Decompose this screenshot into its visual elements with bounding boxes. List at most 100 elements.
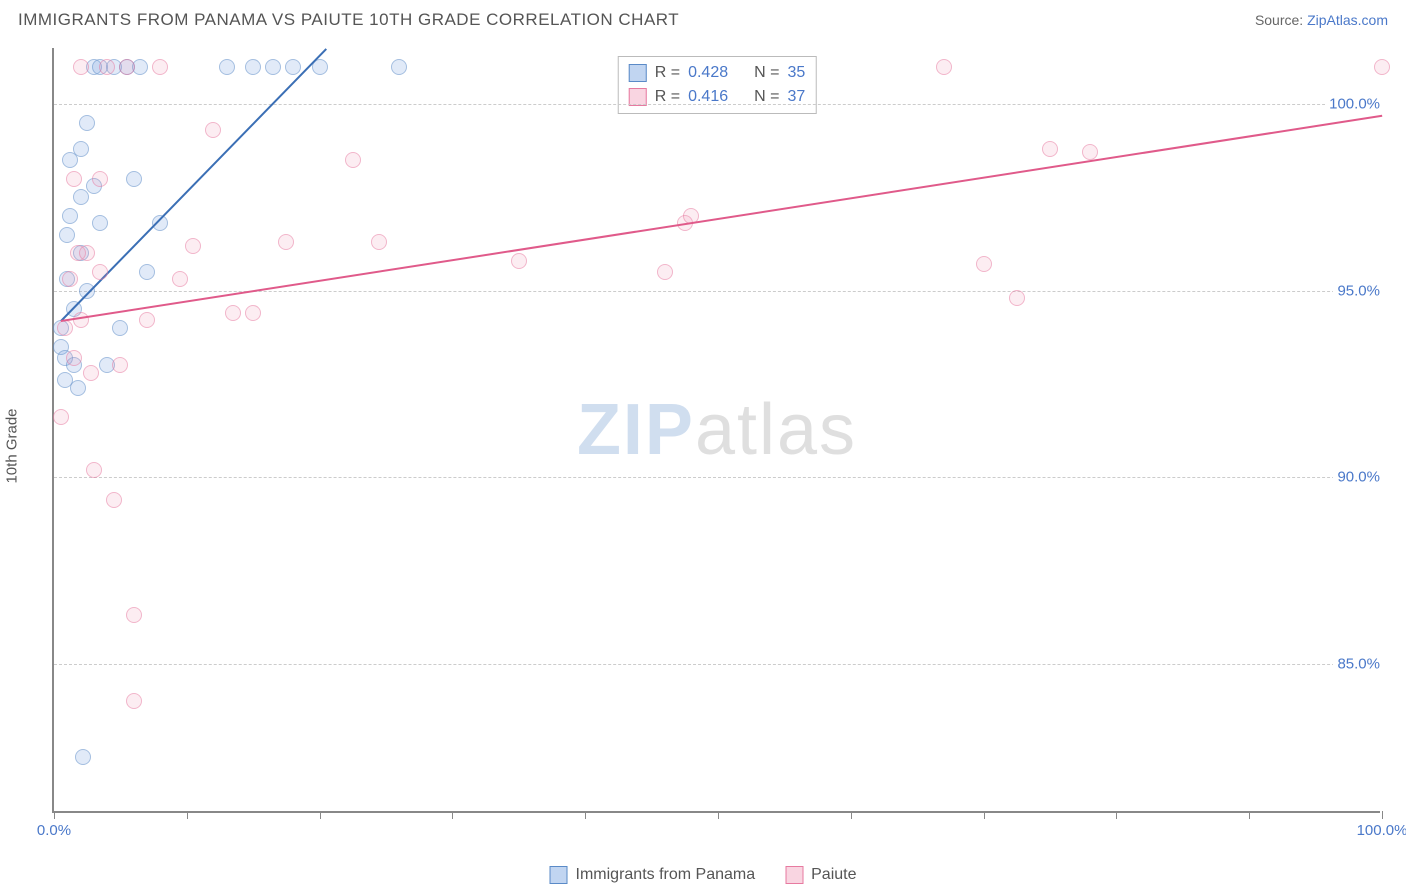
scatter-marker [79, 283, 95, 299]
scatter-marker [657, 264, 673, 280]
xtick-label: 100.0% [1357, 822, 1406, 839]
scatter-marker [119, 59, 135, 75]
xtick [54, 811, 55, 819]
scatter-marker [126, 171, 142, 187]
scatter-marker [391, 59, 407, 75]
xtick [187, 811, 188, 819]
chart-title: IMMIGRANTS FROM PANAMA VS PAIUTE 10TH GR… [18, 10, 679, 30]
scatter-marker [92, 171, 108, 187]
scatter-marker [73, 312, 89, 328]
r-label-1: R = [655, 85, 680, 109]
scatter-marker [371, 234, 387, 250]
scatter-marker [66, 350, 82, 366]
scatter-marker [185, 238, 201, 254]
scatter-marker [53, 409, 69, 425]
scatter-marker [92, 215, 108, 231]
header: IMMIGRANTS FROM PANAMA VS PAIUTE 10TH GR… [0, 0, 1406, 36]
scatter-marker [126, 693, 142, 709]
scatter-marker [139, 264, 155, 280]
n-label-0: N = [754, 61, 779, 85]
scatter-marker [1042, 141, 1058, 157]
scatter-marker [70, 380, 86, 396]
scatter-marker [511, 253, 527, 269]
gridline-h [54, 104, 1380, 105]
scatter-marker [99, 59, 115, 75]
watermark: ZIPatlas [577, 389, 857, 471]
scatter-marker [245, 59, 261, 75]
scatter-marker [92, 264, 108, 280]
xtick-label: 0.0% [37, 822, 71, 839]
source: Source: ZipAtlas.com [1255, 12, 1388, 28]
n-val-1: 37 [787, 85, 805, 109]
xtick [718, 811, 719, 819]
xtick [1382, 811, 1383, 819]
source-link[interactable]: ZipAtlas.com [1307, 12, 1388, 28]
scatter-marker [936, 59, 952, 75]
scatter-marker [73, 141, 89, 157]
xtick [984, 811, 985, 819]
stats-legend: R = 0.428 N = 35 R = 0.416 N = 37 [618, 56, 817, 114]
scatter-marker [112, 320, 128, 336]
gridline-h [54, 664, 1380, 665]
scatter-marker [66, 171, 82, 187]
scatter-marker [219, 59, 235, 75]
legend-item-0: Immigrants from Panama [550, 866, 756, 884]
scatter-marker [1374, 59, 1390, 75]
scatter-marker [152, 59, 168, 75]
gridline-h [54, 477, 1380, 478]
scatter-marker [976, 256, 992, 272]
scatter-marker [265, 59, 281, 75]
r-val-1: 0.416 [688, 85, 728, 109]
xtick [585, 811, 586, 819]
n-label-1: N = [754, 85, 779, 109]
stats-row-1: R = 0.416 N = 37 [629, 85, 806, 109]
scatter-marker [172, 271, 188, 287]
scatter-marker [79, 115, 95, 131]
legend-swatch-blue [550, 866, 568, 884]
scatter-marker [139, 312, 155, 328]
scatter-marker [126, 607, 142, 623]
scatter-marker [278, 234, 294, 250]
scatter-marker [73, 59, 89, 75]
scatter-marker [1009, 290, 1025, 306]
scatter-marker [62, 208, 78, 224]
legend-swatch-pink [785, 866, 803, 884]
chart-plot-area: ZIPatlas R = 0.428 N = 35 R = 0.416 N = … [52, 48, 1380, 813]
legend-item-1: Paiute [785, 866, 856, 884]
scatter-marker [285, 59, 301, 75]
xtick [1249, 811, 1250, 819]
scatter-marker [1082, 144, 1098, 160]
scatter-marker [79, 245, 95, 261]
ytick-label: 85.0% [1333, 655, 1384, 672]
scatter-marker [106, 492, 122, 508]
ytick-label: 90.0% [1333, 469, 1384, 486]
bottom-legend: Immigrants from Panama Paiute [550, 866, 857, 884]
ytick-label: 100.0% [1325, 95, 1384, 112]
r-label-0: R = [655, 61, 680, 85]
scatter-marker [59, 227, 75, 243]
scatter-marker [83, 365, 99, 381]
watermark-zip: ZIP [577, 390, 695, 470]
legend-label-0: Immigrants from Panama [576, 866, 756, 884]
xtick [320, 811, 321, 819]
r-val-0: 0.428 [688, 61, 728, 85]
xtick [851, 811, 852, 819]
stats-row-0: R = 0.428 N = 35 [629, 61, 806, 85]
scatter-marker [75, 749, 91, 765]
scatter-marker [245, 305, 261, 321]
n-val-0: 35 [787, 61, 805, 85]
watermark-atlas: atlas [695, 390, 857, 470]
scatter-marker [86, 462, 102, 478]
scatter-marker [73, 189, 89, 205]
xtick [1116, 811, 1117, 819]
scatter-marker [62, 271, 78, 287]
y-axis-label: 10th Grade [4, 408, 21, 483]
ytick-label: 95.0% [1333, 282, 1384, 299]
scatter-marker [112, 357, 128, 373]
scatter-marker [205, 122, 221, 138]
swatch-blue [629, 64, 647, 82]
scatter-marker [225, 305, 241, 321]
xtick [452, 811, 453, 819]
source-prefix: Source: [1255, 12, 1307, 28]
scatter-marker [345, 152, 361, 168]
